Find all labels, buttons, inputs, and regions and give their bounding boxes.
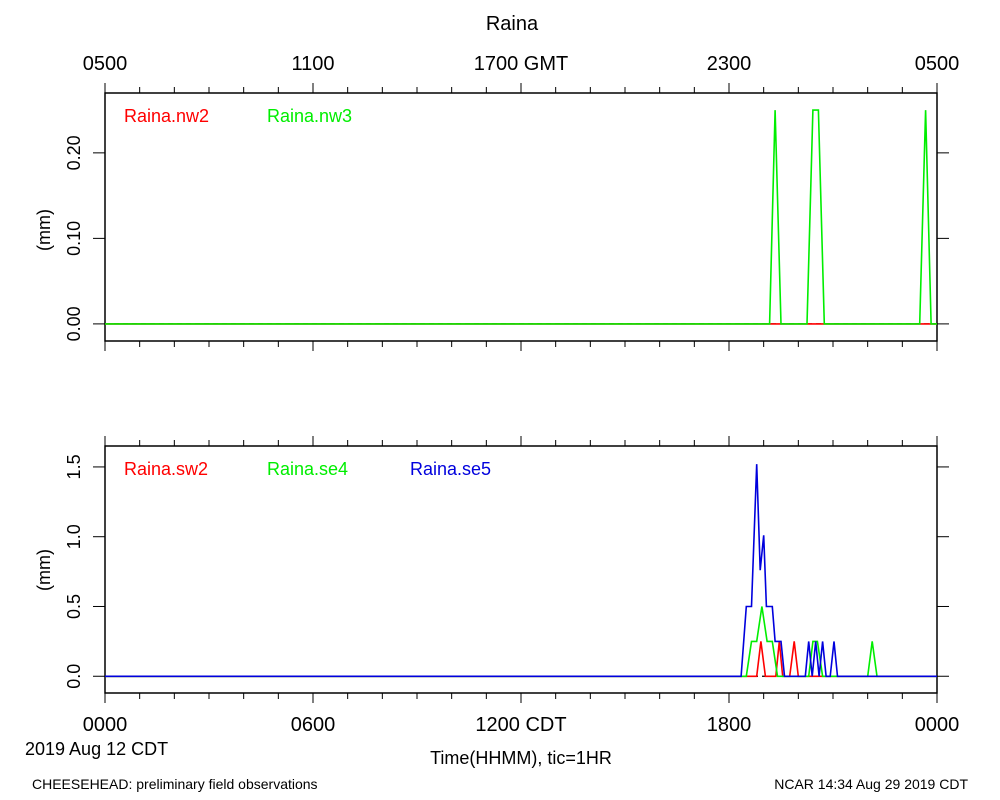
- series-line-Raina.se4: [105, 606, 937, 678]
- cdt-axis-labels: 0000 0600 1200 CDT 1800 0000: [83, 714, 960, 736]
- y-tick-label: 0.00: [64, 306, 84, 341]
- y-tick-label: 0.0: [64, 664, 84, 689]
- cdt-tick-label: 1200 CDT: [475, 714, 566, 736]
- gmt-tick-label: 0500: [83, 53, 128, 75]
- bottom-panel: 0.0 0.5 1.0 1.5 (mm) Raina.sw2 Raina.se4 Raina.…: [34, 436, 949, 703]
- gmt-axis-labels: 0500 1100 1700 GMT 2300 0500: [83, 53, 960, 75]
- legend-entry: Raina.se5: [410, 459, 491, 479]
- series-line-Raina.nw3: [105, 109, 937, 325]
- cdt-tick-label: 0000: [83, 714, 128, 736]
- y-tick-label: 1.0: [64, 524, 84, 549]
- series-line-Raina.se5: [105, 464, 937, 678]
- y-tick-label: 0.5: [64, 594, 84, 619]
- gmt-tick-label: 2300: [707, 53, 752, 75]
- y-tick-label: 1.5: [64, 454, 84, 479]
- date-label: 2019 Aug 12 CDT: [25, 739, 168, 759]
- footer-left: CHEESEHEAD: preliminary field observatio…: [32, 776, 318, 792]
- footer-right: NCAR 14:34 Aug 29 2019 CDT: [774, 776, 968, 792]
- legend-entry: Raina.se4: [267, 459, 348, 479]
- gmt-tick-label: 1700 GMT: [474, 53, 568, 75]
- y-axis-label: (mm): [34, 549, 54, 591]
- y-tick-label: 0.10: [64, 221, 84, 256]
- top-panel: 0.00 0.10 0.20 (mm) Raina.nw2 Raina.nw3: [34, 83, 949, 351]
- plot-frame: [104, 445, 938, 694]
- legend-entry: Raina.sw2: [124, 459, 208, 479]
- x-axis-label: Time(HHMM), tic=1HR: [430, 748, 612, 768]
- legend-entry: Raina.nw2: [124, 106, 209, 126]
- legend-entry: Raina.nw3: [267, 106, 352, 126]
- cdt-tick-label: 1800: [707, 714, 752, 736]
- y-axis-label: (mm): [34, 209, 54, 251]
- cdt-tick-label: 0000: [915, 714, 960, 736]
- y-tick-label: 0.20: [64, 135, 84, 170]
- gmt-tick-label: 1100: [291, 53, 334, 75]
- cdt-tick-label: 0600: [291, 714, 336, 736]
- chart-title: Raina: [486, 13, 539, 35]
- gmt-tick-label: 0500: [915, 53, 960, 75]
